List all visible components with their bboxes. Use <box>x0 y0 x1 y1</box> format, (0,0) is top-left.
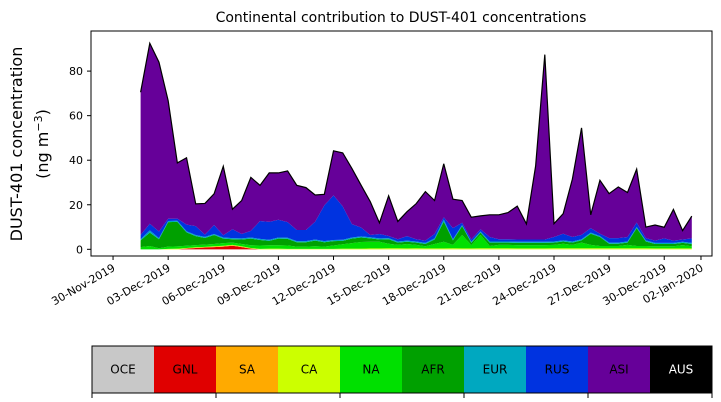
y-axis-label-line2: (ng m−3) <box>32 109 52 179</box>
legend-label-asi: ASI <box>609 363 628 377</box>
legend-swatch-eur <box>464 346 526 393</box>
legend-swatch-ca <box>278 346 340 393</box>
y-tick-label: 0 <box>76 243 83 256</box>
legend-swatch-gnl <box>154 346 216 393</box>
y-ticks: 0 20 40 60 80 <box>69 65 91 256</box>
stacked-areas <box>140 41 693 250</box>
y-axis-unit: (ng m <box>33 132 52 179</box>
y-tick-label: 60 <box>69 110 83 123</box>
area-na <box>140 234 692 250</box>
y-tick-label: 40 <box>69 154 83 167</box>
total-outline <box>140 41 693 232</box>
legend-label-eur: EUR <box>483 363 508 377</box>
area-afr <box>140 221 692 249</box>
legend-swatch-aus <box>650 346 712 393</box>
y-tick-label: 20 <box>69 199 83 212</box>
legend-label-rus: RUS <box>545 363 570 377</box>
y-axis-unit-close: ) <box>33 109 52 115</box>
y-axis-unit-exponent: −3 <box>32 115 45 131</box>
legend-label-afr: AFR <box>421 363 444 377</box>
legend-swatch-afr <box>402 346 464 393</box>
legend-label-na: NA <box>362 363 380 377</box>
legend-swatch-oce <box>92 346 154 393</box>
legend-label-gnl: GNL <box>173 363 198 377</box>
legend-label-oce: OCE <box>110 363 135 377</box>
legend-label-ca: CA <box>301 363 318 377</box>
legend-swatch-asi <box>588 346 650 393</box>
legend-swatch-sa <box>216 346 278 393</box>
area-asi <box>140 43 692 241</box>
area-rus <box>140 195 692 243</box>
plot-frame <box>90 30 713 257</box>
area-eur <box>140 219 692 244</box>
x-ticks: 30-Nov-201903-Dec-201906-Dec-201909-Dec-… <box>49 256 706 308</box>
legend-label-aus: AUS <box>669 363 694 377</box>
y-axis-label: DUST-401 concentration (ng m−3) <box>7 47 52 242</box>
y-tick-label: 80 <box>69 65 83 78</box>
legend-swatch-na <box>340 346 402 393</box>
area-ca <box>140 244 692 250</box>
area-gnl <box>140 245 692 250</box>
chart-title: Continental contribution to DUST-401 con… <box>216 10 587 26</box>
legend-frame <box>91 345 713 394</box>
y-axis-label-line1: DUST-401 concentration <box>7 47 26 242</box>
legend-label-sa: SA <box>239 363 256 377</box>
legend-swatch-rus <box>526 346 588 393</box>
legend: OCE GNL SA CA NA AFR EUR RUS ASI AUS <box>91 345 713 398</box>
